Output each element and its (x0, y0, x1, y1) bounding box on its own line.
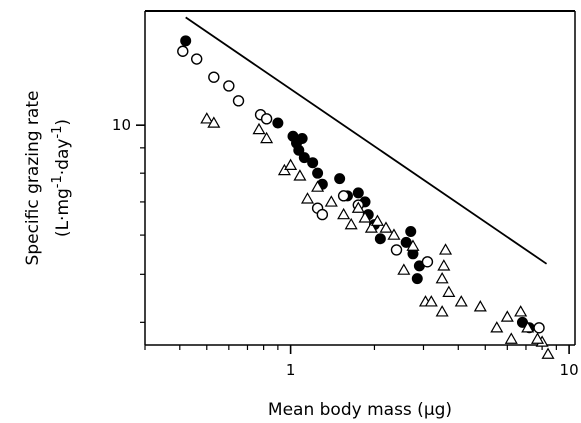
plot-frame (144, 10, 576, 346)
open-circle-point (232, 95, 245, 107)
data-points (177, 35, 555, 359)
tick-labels: 1 10 10 (112, 116, 579, 379)
y-axis-label: Specific grazing rate (L·mg-1·day-1) (23, 91, 73, 266)
open-triangle-point (530, 332, 545, 344)
filled-circle-point (405, 226, 417, 238)
open-triangle-point (435, 305, 449, 317)
open-triangle-point (207, 116, 221, 128)
open-triangle-point (337, 207, 351, 220)
y-axis-unit-a: (L·mg (53, 188, 73, 237)
open-triangle-point (541, 347, 555, 359)
open-triangle-point (260, 131, 274, 144)
filled-circle-point (400, 236, 412, 248)
open-circle-point (177, 45, 189, 57)
open-circle-point (208, 71, 220, 83)
y-axis-label-line1: Specific grazing rate (23, 91, 43, 266)
open-triangle-point (364, 221, 378, 233)
open-triangle-point (311, 180, 325, 192)
filled-circle-point (298, 152, 310, 164)
open-circle-point (316, 208, 329, 221)
open-circle-point (223, 80, 235, 92)
open-triangle-point (252, 122, 266, 135)
open-triangle-point (406, 239, 420, 251)
open-triangle-point (454, 295, 468, 307)
y-axis-unit-exp-a: -1 (50, 175, 65, 188)
filled-circle-point (272, 117, 284, 129)
x-axis-label: Mean body mass (µg) (268, 400, 452, 420)
open-triangle-point (324, 195, 338, 207)
filled-circle-point (307, 157, 319, 169)
open-triangle-point (521, 321, 535, 333)
open-triangle-point (351, 201, 365, 213)
open-triangle-point (424, 295, 438, 307)
filled-circle-point (180, 35, 192, 47)
open-triangle-point (358, 211, 372, 223)
filled-circle-point (296, 132, 308, 144)
y-axis-unit-c: ) (53, 119, 73, 126)
y-axis-unit-exp-b: -1 (50, 126, 65, 139)
filled-circle-point (411, 273, 423, 285)
open-triangle-point (514, 305, 528, 317)
open-triangle-point (344, 217, 358, 230)
open-triangle-point (370, 214, 384, 226)
open-triangle-point (500, 310, 514, 322)
open-triangle-point (437, 259, 451, 271)
open-circle-point (260, 113, 273, 125)
filled-circle-point (352, 187, 364, 199)
reference-line (185, 16, 548, 265)
open-triangle-point (293, 169, 307, 181)
y-tick-label: 10 (112, 116, 131, 134)
open-circle-point (533, 322, 545, 334)
x-tick-label: 10 (560, 361, 579, 379)
open-triangle-point (200, 112, 214, 124)
open-triangle-point (473, 300, 487, 312)
open-circle-point (421, 256, 434, 268)
x-tick-label: 1 (286, 361, 296, 379)
open-triangle-point (284, 158, 298, 170)
open-triangle-point (435, 271, 449, 284)
filled-circle-point (334, 173, 346, 185)
filled-circle-point (312, 167, 324, 179)
open-triangle-point (442, 285, 456, 297)
filled-circle-point (374, 233, 386, 245)
open-triangle-point (439, 243, 453, 255)
open-triangle-point (490, 321, 504, 333)
open-triangle-point (300, 192, 315, 204)
open-circle-point (390, 244, 403, 256)
filled-circle-point (293, 144, 305, 156)
open-triangle-point (397, 263, 411, 275)
open-triangle-point (387, 228, 401, 240)
open-triangle-point (379, 221, 393, 233)
y-axis-label-line2: (L·mg-1·day-1) (50, 119, 74, 237)
open-triangle-point (504, 332, 518, 344)
open-circle-point (190, 53, 203, 65)
open-circle-point (337, 190, 350, 202)
axis-ticks (136, 124, 570, 354)
y-axis-unit-b: ·day (53, 139, 73, 176)
